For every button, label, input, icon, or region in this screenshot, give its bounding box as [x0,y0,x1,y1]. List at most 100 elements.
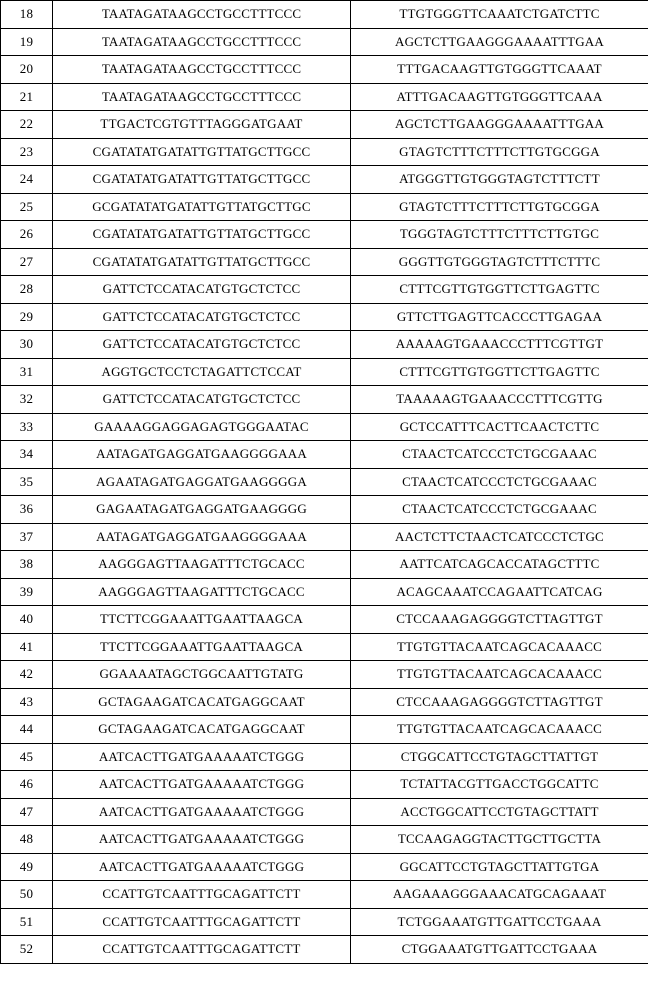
table-row: 32GATTCTCCATACATGTGCTCTCCTAAAAAGTGAAACCC… [1,386,648,414]
table-row: 50CCATTGTCAATTTGCAGATTCTTAAGAAAGGGAAACAT… [1,881,648,909]
cell-seq2: GGCATTCCTGTAGCTTATTGTGA [351,853,648,881]
table-row: 49AATCACTTGATGAAAAATCTGGGGGCATTCCTGTAGCT… [1,853,648,881]
cell-seq2: CTAACTCATCCCTCTGCGAAAC [351,496,648,524]
table-row: 25GCGATATATGATATTGTTATGCTTGCGTAGTCTTTCTT… [1,193,648,221]
cell-seq1: GATTCTCCATACATGTGCTCTCC [53,331,351,359]
table-row: 30GATTCTCCATACATGTGCTCTCCAAAAAGTGAAACCCT… [1,331,648,359]
table-row: 21TAATAGATAAGCCTGCCTTTCCCATTTGACAAGTTGTG… [1,83,648,111]
table-row: 31AGGTGCTCCTCTAGATTCTCCATCTTTCGTTGTGGTTC… [1,358,648,386]
cell-seq2: CTCCAAAGAGGGGTCTTAGTTGT [351,688,648,716]
cell-id: 45 [1,743,53,771]
cell-seq2: TTGTGTTACAATCAGCACAAACC [351,716,648,744]
table-row: 35AGAATAGATGAGGATGAAGGGGACTAACTCATCCCTCT… [1,468,648,496]
table-row: 19TAATAGATAAGCCTGCCTTTCCCAGCTCTTGAAGGGAA… [1,28,648,56]
table-row: 52CCATTGTCAATTTGCAGATTCTTCTGGAAATGTTGATT… [1,936,648,964]
cell-seq2: ATGGGTTGTGGGTAGTCTTTCTT [351,166,648,194]
cell-seq2: TCTGGAAATGTTGATTCCTGAAA [351,908,648,936]
cell-seq1: TAATAGATAAGCCTGCCTTTCCC [53,1,351,29]
cell-seq2: AACTCTTCTAACTCATCCCTCTGC [351,523,648,551]
cell-seq1: CGATATATGATATTGTTATGCTTGCC [53,248,351,276]
cell-seq2: AAGAAAGGGAAACATGCAGAAAT [351,881,648,909]
cell-id: 47 [1,798,53,826]
cell-id: 25 [1,193,53,221]
table-row: 45AATCACTTGATGAAAAATCTGGGCTGGCATTCCTGTAG… [1,743,648,771]
cell-id: 24 [1,166,53,194]
table-row: 23CGATATATGATATTGTTATGCTTGCCGTAGTCTTTCTT… [1,138,648,166]
cell-id: 29 [1,303,53,331]
cell-id: 27 [1,248,53,276]
cell-seq2: AGCTCTTGAAGGGAAAATTTGAA [351,111,648,139]
table-row: 34AATAGATGAGGATGAAGGGGAAACTAACTCATCCCTCT… [1,441,648,469]
cell-seq1: GCTAGAAGATCACATGAGGCAAT [53,688,351,716]
table-row: 18TAATAGATAAGCCTGCCTTTCCCTTGTGGGTTCAAATC… [1,1,648,29]
cell-seq2: GTTCTTGAGTTCACCCTTGAGAA [351,303,648,331]
cell-seq1: AGAATAGATGAGGATGAAGGGGA [53,468,351,496]
cell-seq1: CGATATATGATATTGTTATGCTTGCC [53,166,351,194]
cell-seq1: AATCACTTGATGAAAAATCTGGG [53,853,351,881]
cell-seq2: GTAGTCTTTCTTTCTTGTGCGGA [351,138,648,166]
table-row: 43GCTAGAAGATCACATGAGGCAATCTCCAAAGAGGGGTC… [1,688,648,716]
cell-id: 40 [1,606,53,634]
table-row: 24CGATATATGATATTGTTATGCTTGCCATGGGTTGTGGG… [1,166,648,194]
table-row: 33GAAAAGGAGGAGAGTGGGAATACGCTCCATTTCACTTC… [1,413,648,441]
cell-id: 35 [1,468,53,496]
cell-seq2: AAAAAGTGAAACCCTTTCGTTGT [351,331,648,359]
table-row: 41TTCTTCGGAAATTGAATTAAGCATTGTGTTACAATCAG… [1,633,648,661]
cell-id: 43 [1,688,53,716]
cell-seq2: TTGTGTTACAATCAGCACAAACC [351,633,648,661]
table-row: 37AATAGATGAGGATGAAGGGGAAAAACTCTTCTAACTCA… [1,523,648,551]
cell-seq1: TAATAGATAAGCCTGCCTTTCCC [53,83,351,111]
cell-seq1: TAATAGATAAGCCTGCCTTTCCC [53,28,351,56]
table-row: 38AAGGGAGTTAAGATTTCTGCACCAATTCATCAGCACCA… [1,551,648,579]
cell-seq2: CTTTCGTTGTGGTTCTTGAGTTC [351,276,648,304]
cell-seq2: CTGGAAATGTTGATTCCTGAAA [351,936,648,964]
cell-seq1: AAGGGAGTTAAGATTTCTGCACC [53,551,351,579]
table-row: 46AATCACTTGATGAAAAATCTGGGTCTATTACGTTGACC… [1,771,648,799]
table-row: 27CGATATATGATATTGTTATGCTTGCCGGGTTGTGGGTA… [1,248,648,276]
cell-id: 41 [1,633,53,661]
cell-seq2: TGGGTAGTCTTTCTTTCTTGTGC [351,221,648,249]
cell-seq2: CTTTCGTTGTGGTTCTTGAGTTC [351,358,648,386]
sequence-table: 18TAATAGATAAGCCTGCCTTTCCCTTGTGGGTTCAAATC… [0,0,648,964]
cell-seq2: ATTTGACAAGTTGTGGGTTCAAA [351,83,648,111]
cell-seq1: AATCACTTGATGAAAAATCTGGG [53,826,351,854]
cell-seq1: CGATATATGATATTGTTATGCTTGCC [53,221,351,249]
cell-seq1: CCATTGTCAATTTGCAGATTCTT [53,908,351,936]
table-row: 29GATTCTCCATACATGTGCTCTCCGTTCTTGAGTTCACC… [1,303,648,331]
cell-seq2: TTTGACAAGTTGTGGGTTCAAAT [351,56,648,84]
cell-seq1: AGGTGCTCCTCTAGATTCTCCAT [53,358,351,386]
cell-id: 19 [1,28,53,56]
cell-id: 42 [1,661,53,689]
table-row: 51CCATTGTCAATTTGCAGATTCTTTCTGGAAATGTTGAT… [1,908,648,936]
cell-id: 38 [1,551,53,579]
cell-id: 36 [1,496,53,524]
cell-id: 52 [1,936,53,964]
table-row: 20TAATAGATAAGCCTGCCTTTCCCTTTGACAAGTTGTGG… [1,56,648,84]
cell-id: 31 [1,358,53,386]
table-body: 18TAATAGATAAGCCTGCCTTTCCCTTGTGGGTTCAAATC… [1,1,648,964]
cell-seq1: TTGACTCGTGTTTAGGGATGAAT [53,111,351,139]
cell-seq1: AATCACTTGATGAAAAATCTGGG [53,798,351,826]
cell-seq2: AGCTCTTGAAGGGAAAATTTGAA [351,28,648,56]
cell-seq1: GATTCTCCATACATGTGCTCTCC [53,386,351,414]
table-row: 44GCTAGAAGATCACATGAGGCAATTTGTGTTACAATCAG… [1,716,648,744]
cell-id: 39 [1,578,53,606]
cell-seq1: TAATAGATAAGCCTGCCTTTCCC [53,56,351,84]
cell-seq2: TTGTGTTACAATCAGCACAAACC [351,661,648,689]
cell-id: 46 [1,771,53,799]
cell-seq1: GAAAAGGAGGAGAGTGGGAATAC [53,413,351,441]
table-row: 36GAGAATAGATGAGGATGAAGGGGCTAACTCATCCCTCT… [1,496,648,524]
cell-seq2: GCTCCATTTCACTTCAACTCTTC [351,413,648,441]
cell-seq1: GGAAAATAGCTGGCAATTGTATG [53,661,351,689]
cell-seq1: AATAGATGAGGATGAAGGGGAAA [53,523,351,551]
table-row: 40TTCTTCGGAAATTGAATTAAGCACTCCAAAGAGGGGTC… [1,606,648,634]
cell-seq2: AATTCATCAGCACCATAGCTTTC [351,551,648,579]
cell-seq1: AATCACTTGATGAAAAATCTGGG [53,771,351,799]
cell-id: 26 [1,221,53,249]
table-row: 42GGAAAATAGCTGGCAATTGTATGTTGTGTTACAATCAG… [1,661,648,689]
table-row: 26CGATATATGATATTGTTATGCTTGCCTGGGTAGTCTTT… [1,221,648,249]
table-row: 47AATCACTTGATGAAAAATCTGGGACCTGGCATTCCTGT… [1,798,648,826]
cell-id: 48 [1,826,53,854]
cell-seq2: GTAGTCTTTCTTTCTTGTGCGGA [351,193,648,221]
cell-seq2: CTGGCATTCCTGTAGCTTATTGT [351,743,648,771]
